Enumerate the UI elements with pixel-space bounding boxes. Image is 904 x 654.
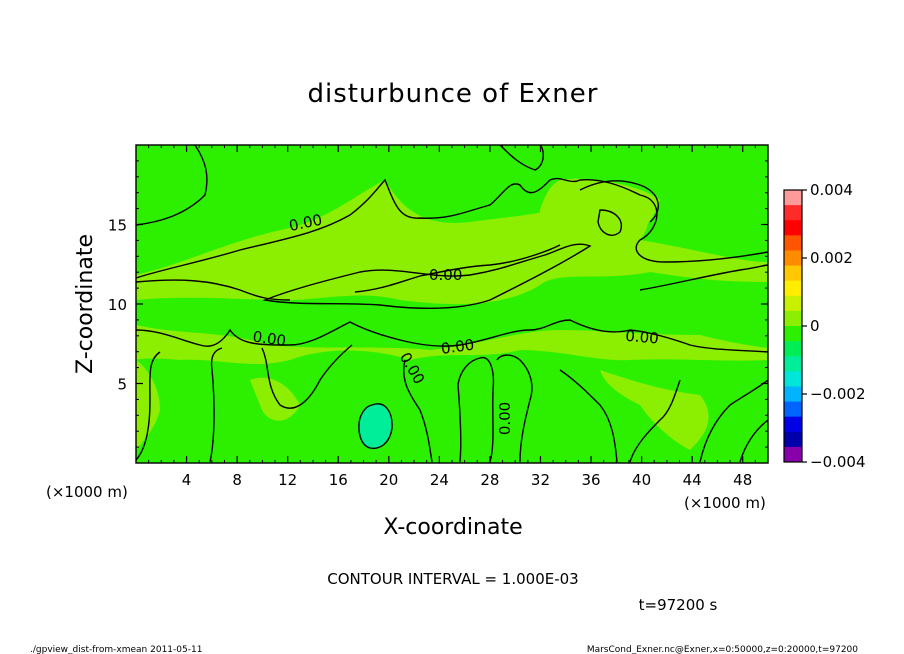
colorbar-segment	[784, 431, 802, 448]
contour-line	[739, 419, 769, 463]
colorbar-segment	[784, 250, 802, 267]
colorbar-segment	[784, 265, 802, 282]
contour-line	[358, 403, 393, 450]
x-axis: 4 8 12 16 20 24 28 32 36 40 44 48	[148, 145, 756, 489]
contour-line	[135, 144, 208, 226]
contour-label: 0.00	[625, 327, 660, 348]
y-axis: 5 10 15	[108, 160, 768, 448]
near-zero-band-left	[136, 360, 160, 450]
contour-label: 0.00	[496, 402, 514, 435]
colorbar-segment	[784, 386, 802, 403]
colorbar-segment	[784, 205, 802, 221]
x-tick-label: 44	[683, 471, 702, 489]
contour-line	[579, 180, 659, 223]
x-tick-label: 40	[632, 471, 651, 489]
colorbar-tick-label: −0.002	[810, 385, 866, 403]
y-tick-label: 10	[108, 296, 127, 314]
contour-line	[699, 379, 769, 463]
y-tick-label: 15	[108, 217, 127, 235]
x-unit-label: (×1000 m)	[46, 483, 128, 501]
contour-line	[639, 264, 769, 291]
colorbar: 0.004 0.002 0 −0.002 −0.004	[783, 181, 866, 471]
contour-lines	[135, 144, 769, 463]
x-tick-label: 32	[531, 471, 550, 489]
contour-label: 0.00	[440, 336, 476, 358]
colorbar-segment	[784, 356, 802, 372]
near-zero-band-upper-right	[540, 178, 660, 250]
colorbar-tick-label: −0.004	[810, 453, 866, 471]
contour-line	[559, 369, 618, 463]
colorbar-segment	[784, 446, 802, 463]
contour-label: 0.00	[429, 266, 462, 284]
x-tick-label: 12	[278, 471, 297, 489]
x-unit-label-right: (×1000 m)	[684, 494, 766, 512]
x-tick-label: 24	[430, 471, 449, 489]
colorbar-tick-label: 0.004	[810, 181, 853, 199]
contour-line	[135, 177, 769, 279]
contour-line	[135, 279, 291, 301]
contour-line	[496, 354, 533, 463]
colorbar-segment	[784, 295, 802, 312]
contour-line	[135, 351, 161, 461]
colorbar-segment	[784, 310, 802, 327]
contour-line	[354, 244, 561, 293]
colorbar-segment	[784, 280, 802, 297]
x-tick-label: 48	[733, 471, 752, 489]
contour-line	[135, 319, 769, 353]
x-axis-title: X-coordinate	[383, 515, 522, 540]
time-label: t=97200 s	[639, 596, 718, 614]
near-zero-band-mid-low	[250, 377, 300, 421]
footer-left: ./gpview_dist-from-xmean 2011-05-11	[30, 645, 202, 654]
colorbar-segment	[784, 341, 802, 357]
x-tick-label: 8	[232, 471, 242, 489]
contour-line	[629, 379, 681, 463]
chart-title: disturbunce of Exner	[308, 79, 599, 109]
contour-interval-label: CONTOUR INTERVAL = 1.000E-03	[327, 570, 578, 588]
near-zero-band-right	[600, 370, 709, 450]
contour-line	[261, 344, 353, 409]
contour-line	[209, 347, 223, 463]
contour-line	[597, 209, 622, 236]
negative-patch	[358, 403, 393, 449]
near-zero-band-middle	[136, 325, 768, 365]
footer-right: MarsCond_Exner.nc@Exner,x=0:50000,z=0:20…	[587, 645, 858, 654]
y-axis-title: Z-coordinate	[73, 234, 98, 374]
colorbar-segment	[784, 190, 802, 206]
colorbar-segment	[784, 326, 802, 342]
contour-line	[499, 144, 544, 171]
colorbar-segment	[784, 220, 802, 236]
contour-line	[262, 243, 592, 309]
x-tick-label: 4	[182, 471, 192, 489]
contour-line	[457, 356, 495, 463]
colorbar-tick-label: 0.002	[810, 249, 853, 267]
x-tick-label: 36	[581, 471, 600, 489]
colorbar-segment	[784, 371, 802, 387]
contour-line	[403, 359, 433, 463]
x-tick-label: 16	[329, 471, 348, 489]
colorbar-tick-label: 0	[810, 317, 820, 335]
colorbar-segment	[784, 235, 802, 251]
colorbar-segment	[784, 401, 802, 418]
x-tick-label: 20	[379, 471, 398, 489]
contour-label: 0.00	[252, 328, 288, 350]
colorbar-segment	[784, 416, 802, 433]
x-tick-label: 28	[480, 471, 499, 489]
y-tick-label: 5	[117, 376, 127, 394]
